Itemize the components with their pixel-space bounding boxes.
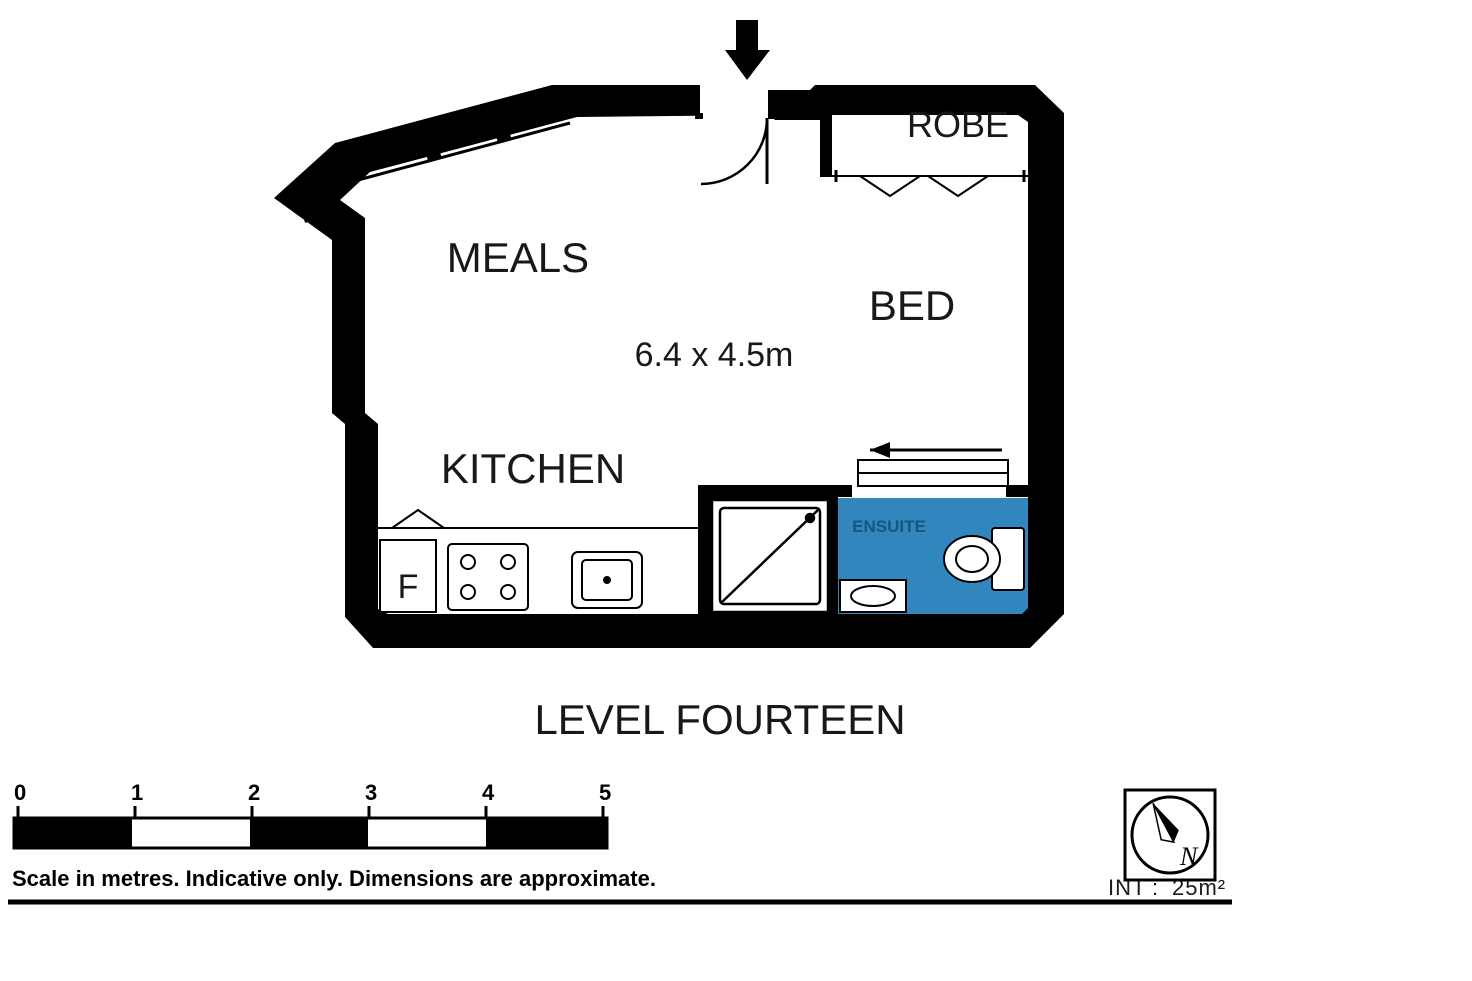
entry-door-swing (701, 118, 767, 184)
svg-text:N: N (1179, 842, 1199, 871)
scale-bar: 0 1 2 3 4 5 (14, 780, 611, 848)
label-robe: ROBE (907, 104, 1009, 145)
svg-text:0: 0 (14, 780, 26, 805)
entry-opening (700, 85, 768, 118)
svg-text:4: 4 (482, 780, 495, 805)
svg-text:2: 2 (248, 780, 260, 805)
svg-text:3: 3 (365, 780, 377, 805)
entry-arrow-icon (725, 20, 770, 80)
label-dims: 6.4 x 4.5m (635, 336, 794, 374)
svg-text:1: 1 (131, 780, 143, 805)
north-compass-icon: N (1125, 790, 1215, 880)
floorplan-canvas: ROBE MEALS BED 6.4 x 4.5m KITCHEN ENSUIT… (0, 0, 1472, 981)
label-level: LEVEL FOURTEEN (534, 696, 905, 743)
svg-text:5: 5 (599, 780, 611, 805)
label-bed: BED (869, 282, 955, 329)
label-kitchen: KITCHEN (441, 445, 625, 492)
label-ensuite: ENSUITE (852, 517, 926, 536)
scale-note: Scale in metres. Indicative only. Dimens… (12, 866, 656, 891)
sliding-door-icon (858, 442, 1008, 486)
kitchen-bench (378, 510, 698, 612)
label-fridge: F (398, 568, 419, 606)
label-meals: MEALS (447, 234, 589, 281)
ensuite-wall-left (698, 488, 712, 616)
